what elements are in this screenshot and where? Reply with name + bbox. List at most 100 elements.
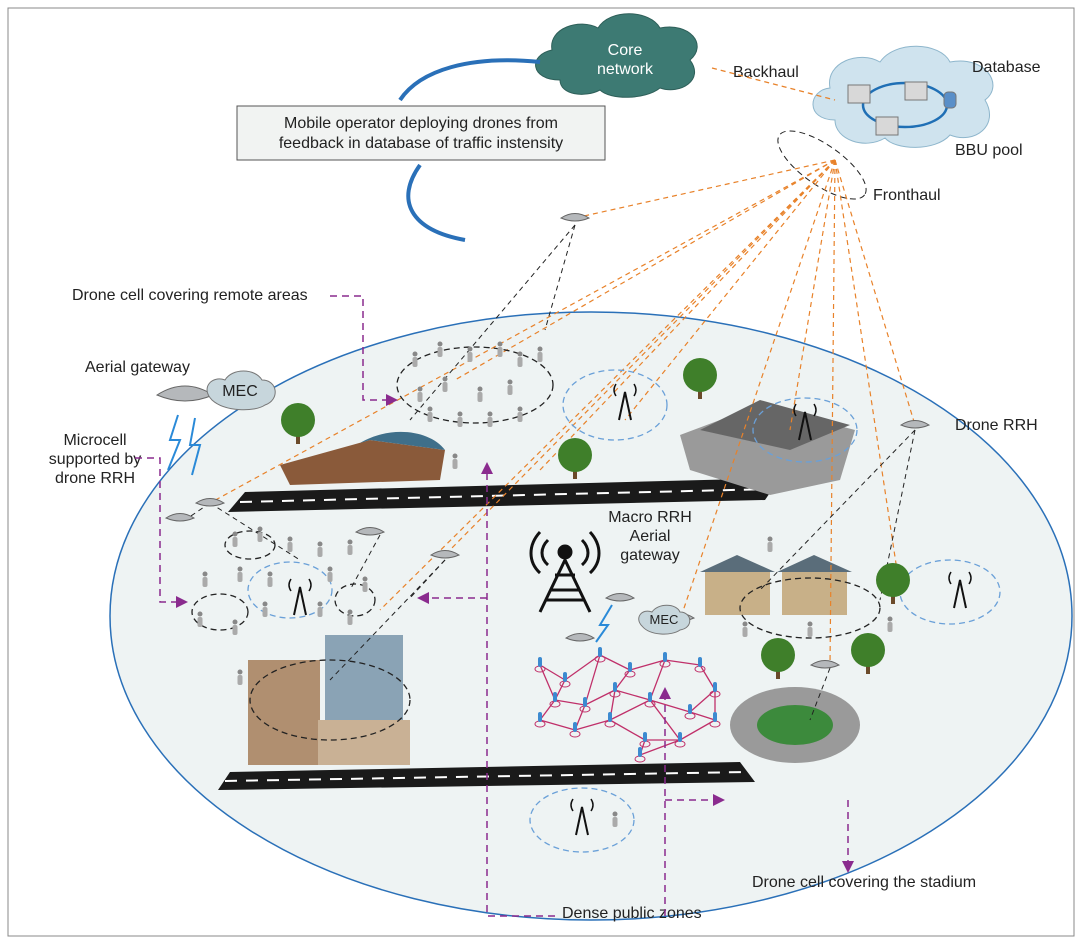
person-head bbox=[203, 572, 208, 577]
tree bbox=[761, 638, 795, 672]
database-label: Database bbox=[972, 59, 1041, 76]
person-head bbox=[348, 540, 353, 545]
person-head bbox=[508, 380, 513, 385]
person-head bbox=[328, 567, 333, 572]
mesh-user bbox=[688, 704, 692, 714]
tree bbox=[851, 633, 885, 667]
label-line: drone RRH bbox=[55, 470, 135, 487]
mesh-user bbox=[643, 732, 647, 742]
mesh-user bbox=[608, 712, 612, 722]
person-head bbox=[318, 542, 323, 547]
person-head bbox=[518, 407, 523, 412]
person-body bbox=[458, 417, 463, 427]
server bbox=[848, 85, 870, 103]
mec-label: MEC bbox=[650, 612, 679, 627]
person-body bbox=[318, 607, 323, 617]
person-head bbox=[363, 577, 368, 582]
label-line: network bbox=[597, 61, 654, 78]
mesh-user bbox=[538, 712, 542, 722]
tree bbox=[281, 403, 315, 437]
person-head bbox=[258, 527, 263, 532]
mesh-user bbox=[648, 692, 652, 702]
person-body bbox=[468, 352, 473, 362]
label-line: Microcell bbox=[63, 432, 126, 449]
mesh-user bbox=[678, 732, 682, 742]
person-body bbox=[363, 582, 368, 592]
person-head bbox=[288, 537, 293, 542]
label-line: Aerial bbox=[630, 528, 671, 545]
person-head bbox=[808, 622, 813, 627]
database-icon bbox=[944, 92, 956, 108]
diagram: Corenetwork Database BBU pool Backhaul F… bbox=[0, 0, 1083, 945]
person-body bbox=[428, 412, 433, 422]
mec-label: MEC bbox=[222, 383, 258, 400]
person-body bbox=[768, 542, 773, 552]
person-head bbox=[488, 412, 493, 417]
person-body bbox=[613, 817, 618, 827]
person-body bbox=[348, 545, 353, 555]
person-head bbox=[538, 347, 543, 352]
person-body bbox=[318, 547, 323, 557]
person-head bbox=[458, 412, 463, 417]
mesh-user bbox=[538, 657, 542, 667]
person-body bbox=[518, 412, 523, 422]
person-head bbox=[418, 387, 423, 392]
person-head bbox=[238, 567, 243, 572]
person-head bbox=[438, 342, 443, 347]
mesh-user bbox=[628, 662, 632, 672]
person-body bbox=[233, 625, 238, 635]
person-head bbox=[198, 612, 203, 617]
mesh-user bbox=[713, 712, 717, 722]
mesh-user bbox=[573, 722, 577, 732]
person-body bbox=[238, 572, 243, 582]
person-head bbox=[453, 454, 458, 459]
person-body bbox=[263, 607, 268, 617]
person-head bbox=[413, 352, 418, 357]
label-line: gateway bbox=[620, 547, 680, 564]
person-body bbox=[418, 392, 423, 402]
person-head bbox=[468, 347, 473, 352]
person-head bbox=[768, 537, 773, 542]
person-body bbox=[233, 537, 238, 547]
label-line: feedback in database of traffic instensi… bbox=[279, 135, 563, 152]
mesh-user bbox=[663, 652, 667, 662]
person-body bbox=[508, 385, 513, 395]
house bbox=[705, 570, 770, 615]
person-head bbox=[478, 387, 483, 392]
server bbox=[876, 117, 898, 135]
dense-zones-label: Dense public zones bbox=[562, 905, 702, 922]
mesh-user bbox=[613, 682, 617, 692]
apartment bbox=[318, 720, 410, 765]
person-head bbox=[233, 532, 238, 537]
label-line: Core bbox=[608, 42, 643, 59]
mesh-user bbox=[698, 657, 702, 667]
person-body bbox=[268, 577, 273, 587]
mesh-user bbox=[563, 672, 567, 682]
person-head bbox=[348, 610, 353, 615]
mesh-user bbox=[713, 682, 717, 692]
person-body bbox=[478, 392, 483, 402]
aerial-gateway-label: Aerial gateway bbox=[85, 359, 190, 376]
person-head bbox=[238, 670, 243, 675]
person-body bbox=[518, 357, 523, 367]
person-body bbox=[438, 347, 443, 357]
person-head bbox=[233, 620, 238, 625]
tree bbox=[683, 358, 717, 392]
tree bbox=[558, 438, 592, 472]
person-head bbox=[268, 572, 273, 577]
label-line: Mobile operator deploying drones from bbox=[284, 115, 558, 132]
house bbox=[782, 570, 847, 615]
remote-areas-label: Drone cell covering remote areas bbox=[72, 287, 308, 304]
person-body bbox=[348, 615, 353, 625]
person-body bbox=[328, 572, 333, 582]
person-body bbox=[203, 577, 208, 587]
bbu-pool-label: BBU pool bbox=[955, 142, 1023, 159]
person-body bbox=[443, 382, 448, 392]
person-head bbox=[743, 622, 748, 627]
tree bbox=[876, 563, 910, 597]
person-body bbox=[888, 622, 893, 632]
tower-block bbox=[248, 660, 320, 765]
stadium-pitch bbox=[757, 705, 833, 745]
person-body bbox=[488, 417, 493, 427]
mesh-user bbox=[583, 697, 587, 707]
